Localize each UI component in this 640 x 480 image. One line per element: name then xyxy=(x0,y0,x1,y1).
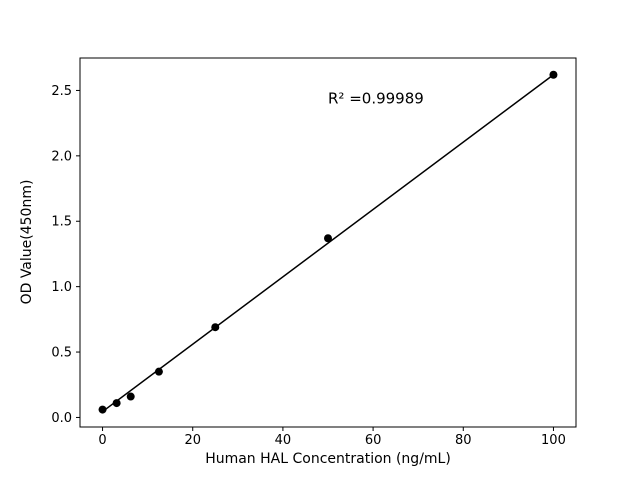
r-squared-annotation: R² =0.99989 xyxy=(328,90,424,108)
data-point xyxy=(154,367,163,376)
x-tick-label: 80 xyxy=(455,433,472,448)
y-tick-label: 1.0 xyxy=(51,280,72,295)
data-point xyxy=(211,323,220,332)
x-tick-label: 40 xyxy=(275,433,292,448)
x-tick-label: 60 xyxy=(365,433,382,448)
data-point xyxy=(126,392,135,401)
y-axis-label: OD Value(450nm) xyxy=(19,179,35,305)
x-axis-label: Human HAL Concentration (ng/mL) xyxy=(205,451,451,467)
data-point xyxy=(112,399,121,408)
data-point xyxy=(549,70,558,79)
y-tick-label: 0.0 xyxy=(51,411,72,426)
fit-line xyxy=(102,74,554,413)
y-tick-label: 2.5 xyxy=(51,84,72,99)
x-tick-label: 0 xyxy=(98,433,106,448)
y-tick-label: 2.0 xyxy=(51,149,72,164)
data-point xyxy=(98,405,107,414)
data-point xyxy=(324,234,332,243)
y-tick-label: 1.5 xyxy=(51,215,72,230)
y-tick-label: 0.5 xyxy=(51,346,72,361)
plot-frame xyxy=(79,57,577,428)
x-tick-label: 20 xyxy=(184,433,201,448)
x-tick-label: 100 xyxy=(541,433,566,448)
